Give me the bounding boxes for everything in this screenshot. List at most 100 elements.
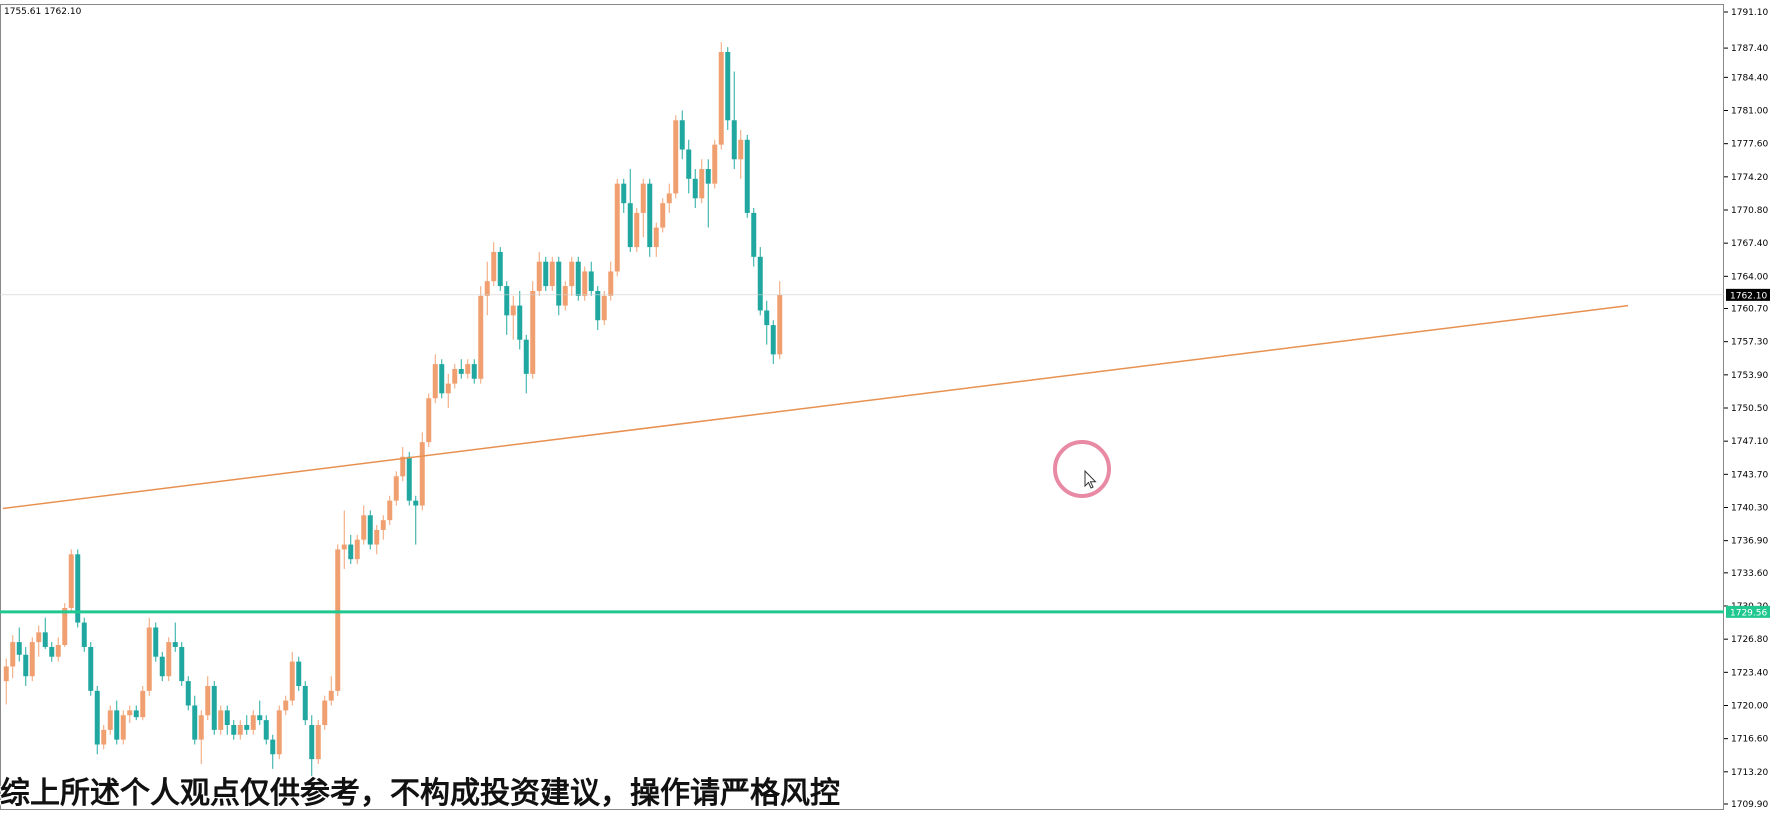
price-tick-label: 1764.00 (1731, 272, 1768, 282)
candles-layer (3, 42, 783, 794)
candle-body (491, 251, 497, 282)
candle-body (49, 646, 55, 657)
price-tick-label: 1723.40 (1731, 668, 1768, 678)
candle (198, 710, 204, 765)
candle (205, 676, 211, 721)
candle-body (517, 305, 523, 340)
candle (224, 705, 230, 735)
candle (432, 354, 438, 404)
candle (445, 373, 451, 408)
candle-body (159, 656, 165, 677)
candle (744, 134, 750, 218)
candle (380, 515, 386, 540)
candle (653, 222, 659, 257)
candle-body (250, 715, 256, 730)
candle (107, 705, 113, 735)
candle (166, 637, 172, 682)
candle-body (575, 261, 581, 296)
candle (731, 71, 737, 170)
current-price-label: 1762.10 (1730, 291, 1767, 301)
candle (29, 637, 35, 682)
candle (335, 544, 341, 696)
candle (10, 635, 16, 679)
candle (517, 290, 523, 350)
price-tick-label: 1743.70 (1731, 470, 1768, 480)
candle (419, 432, 425, 511)
candle (725, 47, 731, 131)
candle-body (705, 169, 711, 184)
candle (471, 359, 477, 384)
candle (621, 178, 627, 213)
price-tick-label: 1757.30 (1731, 338, 1768, 348)
price-tick-label: 1726.80 (1731, 635, 1768, 645)
price-tick-label: 1716.60 (1731, 735, 1768, 745)
candle (302, 681, 308, 725)
candle (569, 256, 575, 296)
candle (101, 724, 107, 750)
candle-body (764, 310, 770, 326)
candle (764, 300, 770, 345)
candle (666, 183, 672, 213)
candle (777, 281, 783, 360)
candle-body (68, 554, 74, 608)
candle (543, 256, 549, 291)
candle (328, 676, 334, 706)
candle (679, 110, 685, 160)
candle (322, 695, 328, 730)
candle (231, 720, 237, 740)
cursor-highlight-ring (1053, 440, 1111, 498)
candle-body (445, 383, 451, 394)
candle (62, 603, 68, 647)
candle (478, 286, 484, 384)
candle (361, 505, 367, 545)
candle-body (276, 710, 282, 755)
candle-body (218, 710, 224, 730)
candle-body (42, 632, 48, 647)
candle (218, 705, 224, 735)
price-tick-label: 1733.60 (1731, 569, 1768, 579)
candle-body (296, 661, 302, 686)
candle (387, 495, 393, 526)
candle-body (413, 500, 419, 506)
candle (276, 705, 282, 760)
candle (146, 617, 152, 696)
candle (504, 281, 510, 335)
candle-body (471, 364, 477, 379)
candle-body (127, 710, 133, 716)
candle-body (562, 286, 568, 306)
candle-body (699, 169, 705, 199)
candle (75, 549, 81, 628)
candle (510, 295, 516, 340)
candle (575, 256, 581, 301)
candle (400, 447, 406, 482)
price-tick-label: 1709.90 (1731, 800, 1768, 810)
price-tick-label: 1777.60 (1731, 140, 1768, 150)
candle-body (556, 261, 562, 306)
candle (179, 642, 185, 686)
price-tick-label: 1753.90 (1731, 371, 1768, 381)
candle (738, 130, 744, 179)
candle-body (185, 681, 191, 706)
candle (127, 705, 133, 724)
candle-body (133, 710, 139, 718)
candle-body (465, 364, 471, 374)
ascending-trendline[interactable] (2, 304, 1629, 510)
candle-body (23, 654, 29, 677)
candle-body (666, 193, 672, 204)
candle (484, 261, 490, 316)
candle (588, 261, 594, 296)
candle (595, 286, 601, 330)
candle (647, 178, 653, 257)
price-tick-label: 1713.20 (1731, 768, 1768, 778)
candle-body (634, 212, 640, 248)
candle-body (569, 261, 575, 287)
candle (692, 169, 698, 209)
candle-body (101, 729, 107, 745)
candle-body (94, 690, 100, 745)
candle-body (16, 642, 22, 655)
candle-body (588, 271, 594, 291)
candle-body (380, 520, 386, 530)
candle-body (484, 281, 490, 296)
